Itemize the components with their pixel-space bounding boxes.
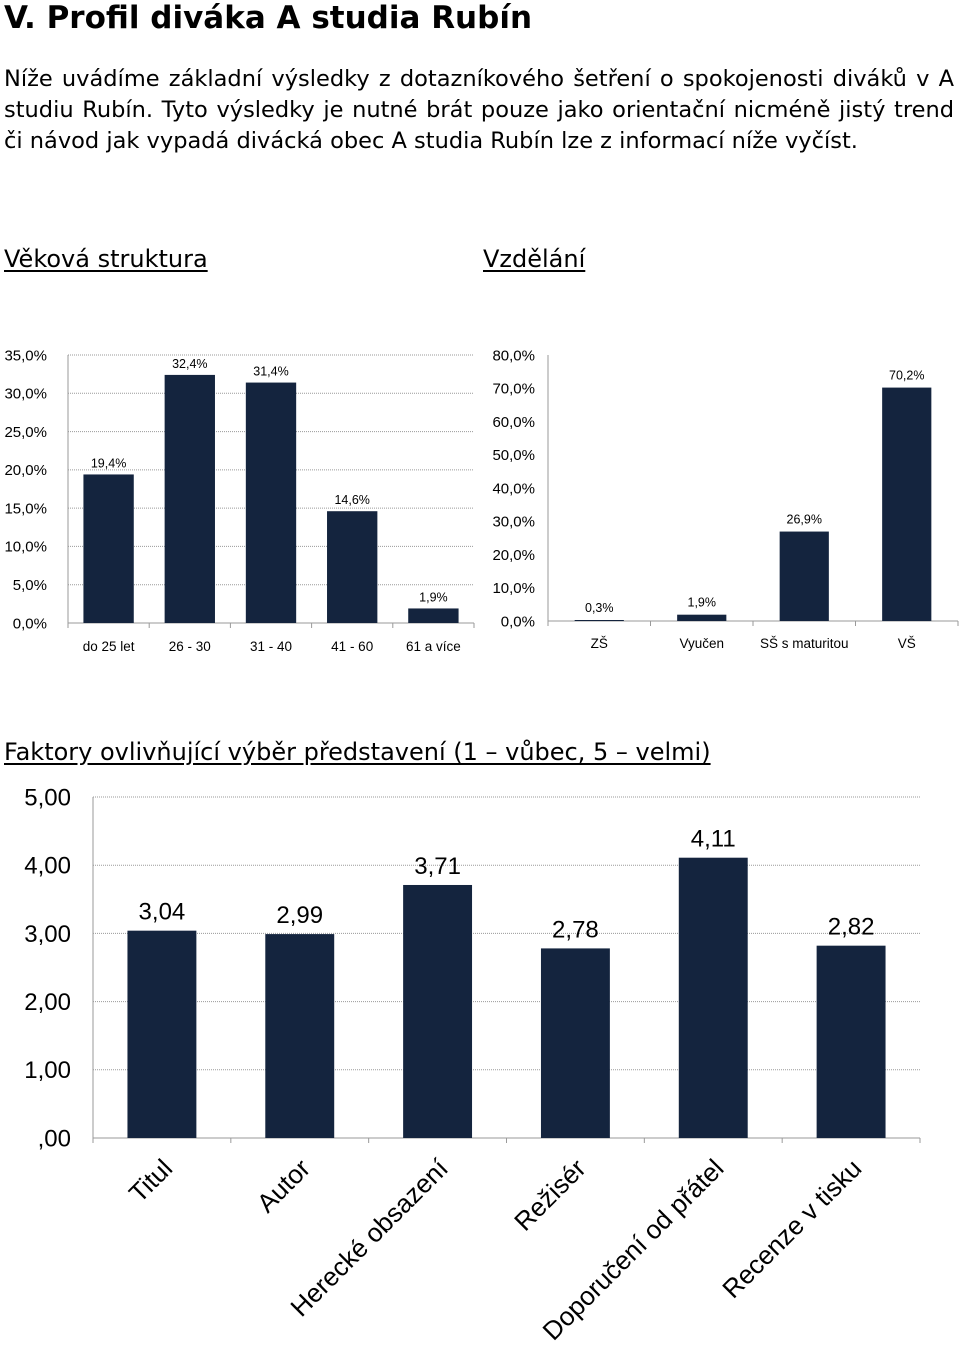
bar-factors-5 [816, 945, 886, 1138]
bar-factors-1 [265, 934, 335, 1138]
bar-age-3 [327, 511, 378, 623]
bar-education-0 [574, 620, 624, 621]
category-label: Vyučen [679, 636, 724, 651]
bar-factors-0 [127, 930, 197, 1138]
bar-education-2 [779, 531, 829, 621]
y-tick-label: 5,0% [13, 577, 47, 594]
category-label: Titul [123, 1153, 178, 1208]
y-tick-label: 10,0% [4, 539, 47, 556]
y-tick-label: 70,0% [492, 381, 535, 398]
data-label: 14,6% [334, 493, 369, 507]
data-label: 26,9% [787, 513, 822, 527]
y-tick-label: 80,0% [492, 347, 535, 364]
category-label: Autor [251, 1153, 316, 1218]
education-section-title: Vzdělání [483, 245, 586, 273]
data-label: 1,9% [688, 596, 717, 610]
y-tick-label: ,00 [38, 1125, 71, 1152]
y-tick-label: 40,0% [492, 480, 535, 497]
y-tick-label: 5,00 [24, 784, 71, 811]
bar-age-2 [245, 382, 297, 623]
bar-age-1 [164, 374, 215, 623]
data-label: 0,3% [585, 601, 614, 615]
y-tick-label: 15,0% [4, 500, 47, 517]
category-label: 61 a více [406, 639, 461, 654]
intro-paragraph: Níže uvádíme základní výsledky z dotazní… [4, 66, 954, 154]
category-label: 26 - 30 [169, 639, 211, 654]
age-bar-chart: 0,0% 5,0% 10,0% 15,0% 20,0% 25,0% 30,0% 35,0% 19… [4, 347, 475, 654]
y-tick-label: 50,0% [492, 447, 535, 464]
y-tick-label: 20,0% [492, 547, 535, 564]
data-label: 4,11 [691, 826, 736, 853]
factors-section-title: Faktory ovlivňující výběr představení (1… [4, 738, 711, 766]
bar-education-1 [677, 614, 727, 621]
y-tick-label: 1,00 [24, 1057, 71, 1084]
factors-bar-chart: ,00 1,00 2,00 3,00 4,00 5,00 3,04 Titul 2,99 Auto… [24, 784, 921, 1346]
y-tick-label: 3,00 [24, 921, 71, 948]
data-label: 31,4% [253, 365, 288, 379]
data-label: 70,2% [889, 369, 924, 383]
data-label: 19,4% [91, 456, 126, 470]
category-label: SŠ s maturitou [760, 636, 849, 651]
section-heading: V. Profil diváka A studia Rubín [4, 0, 533, 36]
data-label: 32,4% [172, 357, 207, 371]
y-tick-label: 60,0% [492, 414, 535, 431]
category-label: 41 - 60 [331, 639, 373, 654]
data-label: 1,9% [419, 590, 448, 604]
y-tick-label: 35,0% [4, 347, 47, 364]
category-label: Recenze v tisku [716, 1153, 867, 1304]
age-section-title: Věková struktura [4, 245, 208, 273]
data-label: 2,78 [552, 916, 599, 943]
y-tick-label: 0,0% [13, 615, 47, 632]
category-label: 31 - 40 [250, 639, 292, 654]
category-label: VŠ [898, 636, 916, 651]
y-tick-label: 10,0% [492, 580, 535, 597]
y-tick-label: 20,0% [4, 462, 47, 479]
bar-factors-4 [678, 857, 748, 1138]
data-label: 2,99 [276, 902, 323, 929]
bar-age-0 [83, 474, 134, 623]
bar-factors-3 [540, 948, 610, 1138]
category-label: Režisér [508, 1153, 592, 1237]
data-label: 2,82 [828, 914, 875, 941]
y-tick-label: 0,0% [501, 613, 535, 630]
education-bar-chart: 0,0% 10,0% 20,0% 30,0% 40,0% 50,0% 60,0% 70,0% 8… [492, 347, 959, 651]
y-tick-label: 30,0% [492, 514, 535, 531]
y-tick-label: 4,00 [24, 853, 71, 880]
y-tick-label: 25,0% [4, 424, 47, 441]
category-label: do 25 let [83, 639, 135, 654]
data-label: 3,71 [414, 853, 461, 880]
data-label: 3,04 [139, 899, 186, 926]
category-label: ZŠ [591, 636, 608, 651]
y-tick-label: 30,0% [4, 386, 47, 403]
bar-factors-2 [403, 884, 473, 1138]
bar-education-3 [882, 387, 932, 621]
y-tick-label: 2,00 [24, 989, 71, 1016]
bar-age-4 [408, 608, 459, 623]
